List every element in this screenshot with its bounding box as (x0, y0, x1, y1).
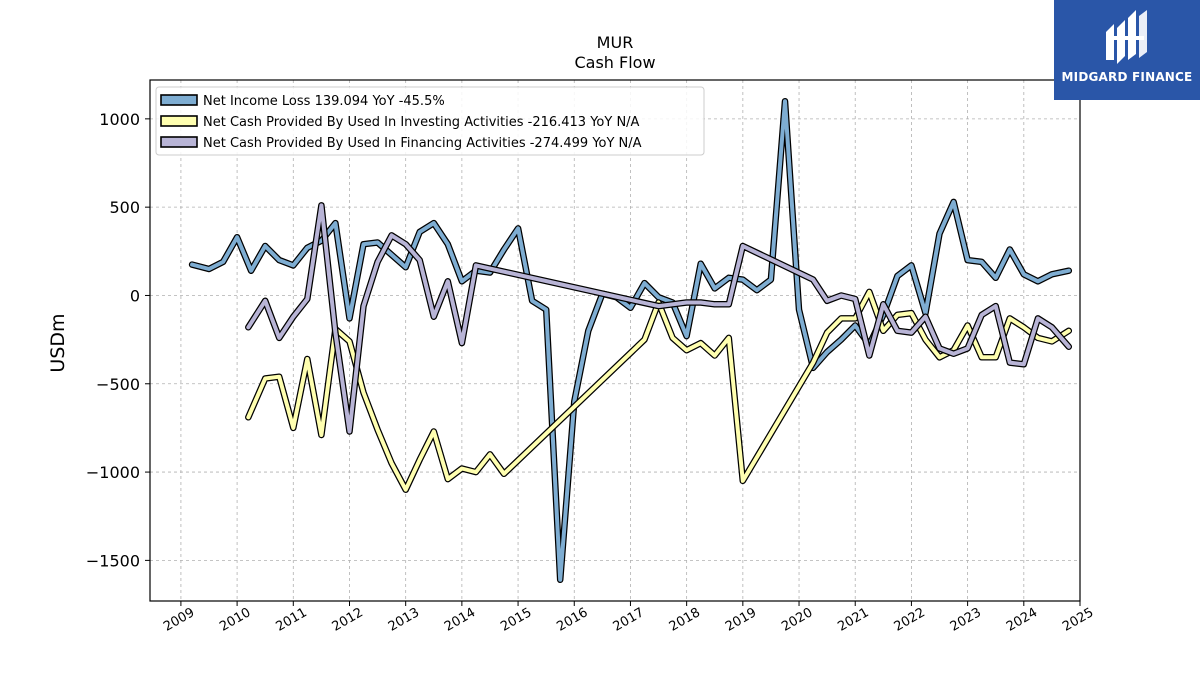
y-tick-label: 500 (109, 198, 140, 217)
x-tick-label: 2025 (1060, 605, 1096, 635)
x-tick-label: 2012 (330, 605, 366, 635)
legend-swatch (160, 136, 198, 148)
legend-label: Net Cash Provided By Used In Financing A… (203, 136, 642, 151)
x-tick-label: 2020 (779, 605, 815, 635)
legend-label: Net Cash Provided By Used In Investing A… (203, 115, 640, 130)
x-tick-label: 2009 (161, 605, 197, 635)
series-outline-1 (245, 288, 1073, 493)
legend-swatch (160, 115, 198, 127)
series-line-1 (246, 289, 1071, 492)
y-tick-label: −1500 (86, 551, 140, 570)
chart-subtitle: Cash Flow (574, 53, 655, 72)
x-tick-label: 2015 (498, 605, 534, 635)
y-tick-label: −500 (96, 375, 140, 394)
x-tick-label: 2018 (667, 605, 703, 635)
plot-frame (149, 79, 1081, 602)
x-tick-label: 2024 (1004, 605, 1040, 635)
series-lines (188, 97, 1073, 584)
y-tick-label: 0 (130, 286, 140, 305)
series-line-0 (190, 99, 1071, 582)
x-tick-label: 2021 (835, 605, 871, 635)
legend-label: Net Income Loss 139.094 YoY -45.5% (203, 94, 445, 109)
legend: Net Income Loss 139.094 YoY -45.5% Net Ca… (155, 86, 705, 156)
y-tick-label: −1000 (86, 463, 140, 482)
x-tick-label: 2011 (273, 605, 309, 635)
midgard-logo-icon (1106, 10, 1147, 64)
x-tick-label: 2013 (386, 605, 422, 635)
x-tick-label: 2022 (892, 605, 928, 635)
brand-name: MIDGARD FINANCE (1061, 70, 1193, 84)
x-tick-label: 2017 (611, 605, 647, 635)
y-axis-label: USDm (47, 313, 69, 372)
x-tick-label: 2019 (723, 605, 759, 635)
x-tick-label: 2016 (554, 605, 590, 635)
chart-title: MUR (597, 33, 634, 52)
grid-lines (150, 80, 1081, 601)
brand-logo: MIDGARD FINANCE (1054, 0, 1200, 100)
y-tick-label: 1000 (99, 110, 140, 129)
x-tick-label: 2014 (442, 605, 478, 635)
series-outline-2 (245, 202, 1073, 435)
legend-box (155, 86, 705, 156)
legend-swatch (160, 94, 198, 106)
series-line-2 (246, 203, 1071, 434)
x-tick-label: 2023 (948, 605, 984, 635)
x-tick-label: 2010 (217, 605, 253, 635)
